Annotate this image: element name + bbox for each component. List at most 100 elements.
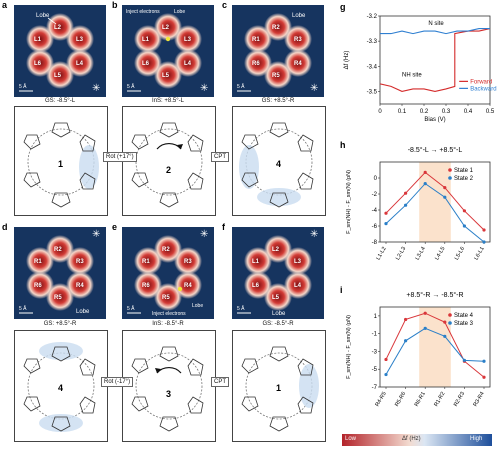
panel-caption: GS: -8.5°-L — [44, 98, 76, 104]
scale-bar: 5 Å — [237, 83, 245, 90]
structure-1: 1 — [14, 106, 108, 216]
site-label: L3 — [184, 37, 192, 43]
data-point — [462, 224, 466, 228]
afm-image: L2 L3 L4 L5 L6 L1 Lobe 5 Å ✳ — [14, 5, 106, 97]
x-tick-label: 0 — [378, 109, 382, 115]
data-point — [443, 195, 447, 199]
y-tick-label: -3.3 — [367, 39, 378, 45]
data-point — [384, 211, 388, 215]
afm-image: R2 R3 R4 R5 R6 R1 Lobe 5 Å ✳ — [232, 5, 324, 97]
site-label: R1 — [34, 259, 42, 265]
site-label: L1 — [34, 37, 42, 43]
y-tick-label: 1 — [374, 314, 378, 320]
panel-caption: GS: +8.5°-R — [43, 321, 77, 327]
chart-title: -8.5°-L → +8.5°-L — [408, 146, 463, 154]
legend-label: State 2 — [454, 176, 474, 182]
x-tick-label: L4-L5 — [434, 246, 446, 261]
highlight-band — [419, 307, 451, 387]
panel-letter: a — [2, 0, 8, 10]
y-tick-label: 0 — [374, 176, 378, 182]
data-point — [404, 339, 408, 343]
site-label: L2 — [54, 25, 62, 31]
lobe-label: Lobe — [174, 9, 185, 15]
annotation: NH site — [402, 72, 422, 78]
y-tick-label: -1 — [372, 332, 378, 338]
site-label: L2 — [272, 247, 280, 253]
series-line — [385, 327, 485, 375]
cpt-arrow: CPT — [211, 152, 229, 162]
site-label: L3 — [76, 37, 84, 43]
site-label: R3 — [294, 37, 302, 43]
structure-3: 3 — [122, 330, 216, 442]
chart-i: +8.5°-R → -8.5°-R 1 -1 -3 -5 -7R4-R5 R5-R6 R6-R… — [346, 291, 491, 408]
structure-number: 1 — [58, 159, 63, 169]
afm-image: R2 R3 R4 R5 R6 R1 Lobe 5 Å ✳ — [14, 227, 106, 319]
site-label: R6 — [142, 283, 150, 289]
y-axis-label: Δf (Hz) — [344, 51, 350, 70]
site-label: L4 — [76, 61, 84, 67]
plot-frame — [379, 306, 491, 388]
series-line — [385, 182, 485, 243]
svg-text:✳: ✳ — [200, 229, 208, 240]
y-tick-label: -4 — [372, 208, 378, 214]
svg-text:✳: ✳ — [92, 229, 100, 240]
site-label: L6 — [142, 61, 150, 67]
data-point — [443, 334, 447, 338]
chart-h: -8.5°-L → +8.5°-L 0 -2 -4 -6 -8L1-L2 L2-L3 L3-L… — [346, 146, 491, 261]
colorbar-mid: Δf (Hz) — [402, 436, 421, 442]
site-label: R2 — [162, 247, 170, 253]
y-tick-label: -7 — [372, 385, 378, 391]
panel-letter: g — [340, 2, 346, 12]
x-tick-label: L1-L2 — [375, 246, 387, 261]
scale-bar: 5 Å — [19, 83, 27, 90]
cpt-arrow: CPT — [211, 377, 229, 387]
panel-caption: GS: -8.5°-R — [262, 321, 294, 327]
site-label: R1 — [252, 37, 260, 43]
data-point — [482, 240, 486, 244]
x-tick-label: 0.3 — [442, 109, 451, 115]
lobe-label: Lobe — [36, 13, 50, 19]
data-point — [462, 358, 466, 362]
site-label: R3 — [184, 259, 192, 265]
structure-4-bottom: 4 — [14, 330, 108, 442]
legend-marker — [448, 313, 452, 317]
data-point — [482, 228, 486, 232]
x-tick-label: R3-R4 — [473, 391, 486, 408]
panel-letter: c — [222, 0, 228, 10]
data-point — [384, 372, 388, 377]
y-axis-label: F_sm(NH) - F_sm(N) (pN) — [346, 170, 352, 234]
x-tick-label: R2-R3 — [453, 391, 466, 408]
x-tick-label: L2-L3 — [395, 246, 407, 261]
site-label: R1 — [142, 259, 150, 265]
legend-marker — [448, 321, 452, 325]
legend-marker — [448, 176, 452, 180]
site-label: L6 — [34, 61, 42, 67]
inject-label: Inject electrons — [152, 311, 186, 317]
legend-label: Backward — [470, 86, 496, 92]
data-point — [384, 222, 388, 226]
chart-g: -3.2 -3.3 -3.4 -3.5 0 0.1 0.2 0.3 0.4 0.5 Bias (V)… — [344, 14, 497, 123]
data-point — [482, 375, 486, 379]
x-tick-label: 0.5 — [486, 109, 495, 115]
structure-number: 3 — [166, 389, 171, 399]
site-label: R4 — [294, 61, 302, 67]
structure-number: 4 — [58, 383, 63, 393]
site-label: R6 — [34, 283, 42, 289]
y-tick-label: -6 — [372, 224, 378, 230]
site-label: R3 — [76, 259, 84, 265]
colorbar-low: Low — [345, 436, 357, 442]
series-line — [385, 171, 485, 231]
svg-text:✳: ✳ — [310, 83, 318, 94]
scale-bar: 5 Å — [127, 83, 135, 90]
y-tick-label: -3 — [372, 349, 378, 355]
data-point — [423, 326, 427, 330]
scale-bar: 5 Å — [127, 305, 135, 312]
panel-caption: InS: +8.5°-L — [152, 98, 184, 104]
y-tick-label: -3.5 — [367, 89, 378, 95]
data-point — [423, 170, 427, 174]
site-label: R2 — [272, 25, 280, 31]
site-label: R4 — [76, 283, 84, 289]
structure-4-top: 4 — [232, 106, 326, 216]
site-label: L1 — [252, 259, 260, 265]
y-tick-label: -8 — [372, 240, 378, 246]
